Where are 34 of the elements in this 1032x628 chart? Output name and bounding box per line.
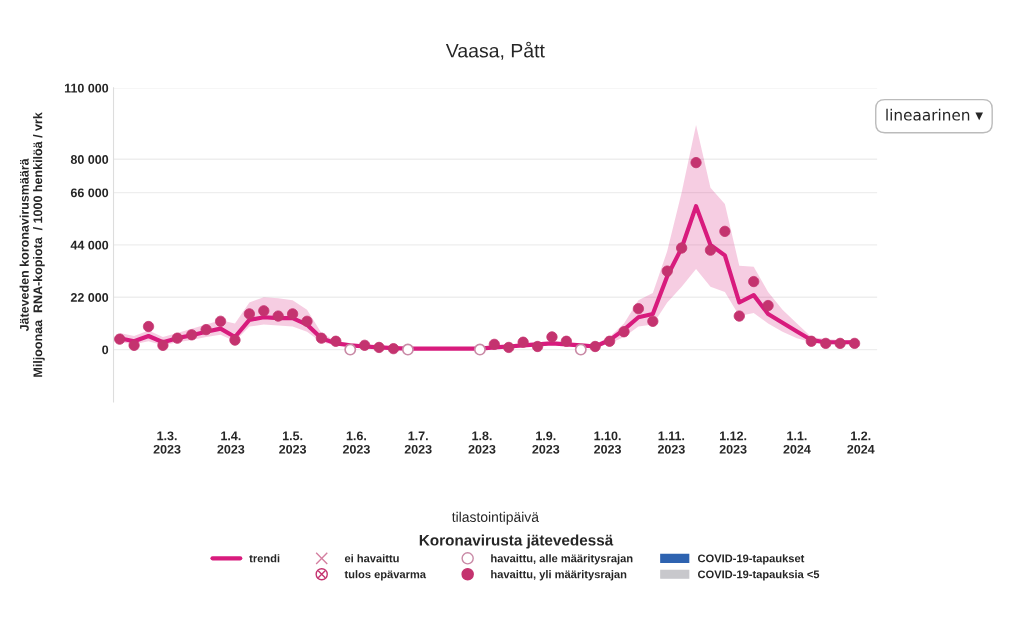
- x-tick-label: 1.2. 2024: [847, 431, 875, 454]
- x-axis-title: tilastointipäivä: [451, 511, 539, 525]
- x-tick-label: 1.10. 2023: [594, 431, 621, 454]
- point: [401, 343, 414, 356]
- legend-label: trendi: [249, 554, 280, 563]
- x-tick-label: 1.8. 2023: [468, 431, 496, 454]
- y-tick-label: 0: [102, 345, 109, 355]
- legend-label: havaittu, alle määritysrajan: [491, 554, 633, 565]
- point: [473, 343, 486, 356]
- point: [344, 343, 357, 356]
- y-tick-label: 44 000: [70, 240, 109, 250]
- y-tick-label: 110 000: [64, 83, 109, 93]
- legend-label: tulos epävarma: [344, 570, 427, 581]
- point: [574, 343, 587, 356]
- legend-label: havaittu, yli määritysrajan: [491, 570, 627, 581]
- x-tick-label: 1.3. 2023: [153, 431, 181, 454]
- y-tick-label: 80 000: [70, 155, 109, 164]
- legend-label: COVID-19-tapauksia <5: [697, 570, 820, 581]
- x-tick-label: 1.4. 2023: [217, 431, 245, 454]
- x-tick-label: 1.5. 2023: [279, 431, 307, 454]
- x-tick-label: 1.11. 2023: [657, 431, 685, 454]
- y-tick-label: 66 000: [70, 188, 109, 198]
- legend-label: ei havaittu: [344, 554, 399, 563]
- x-tick-label: 1.9. 2023: [532, 431, 560, 454]
- x-tick-label: 1.6. 2023: [342, 431, 370, 454]
- x-tick-label: 1.12. 2023: [719, 431, 747, 454]
- legend-label: COVID-19-tapaukset: [697, 554, 805, 565]
- chart-title: Vaasa, Pått: [445, 41, 545, 60]
- y-axis-title: Jäteveden koronavirusmäärä Miljoonaa RNA-kopiota / 1000 henkilöä / vrk: [19, 112, 45, 377]
- x-tick-label: 1.7. 2023: [404, 431, 432, 454]
- legend-title: Koronavirusta jätevedessä: [419, 534, 614, 549]
- text: lineaarinen ▾: [886, 108, 983, 121]
- x-tick-label: 1.1. 2024: [783, 431, 811, 454]
- y-tick-label: 22 000: [70, 293, 109, 302]
